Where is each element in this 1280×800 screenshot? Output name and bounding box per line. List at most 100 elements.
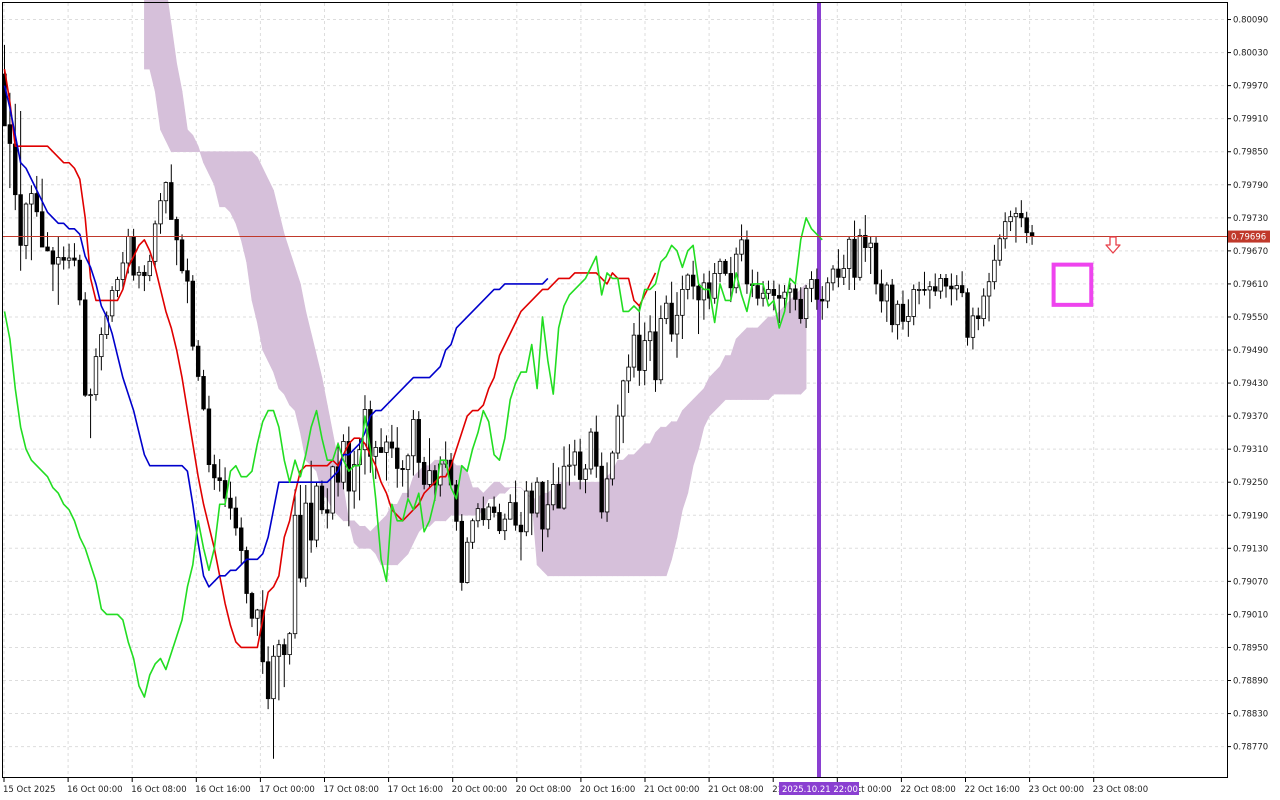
candle-bear	[900, 303, 906, 322]
marker-tag-label: 2025.10.21 22:00	[782, 785, 858, 795]
candle-bull	[927, 286, 933, 291]
candle-bull	[1013, 213, 1019, 218]
candle-bear	[206, 408, 212, 465]
x-tick-label: 22 Oct 00:00	[836, 785, 891, 795]
candle-bear	[77, 259, 83, 301]
candle-bear	[201, 376, 206, 410]
y-tick-label: 0.79190	[1233, 511, 1268, 521]
candle-bull	[29, 193, 34, 205]
candle-bull	[1008, 216, 1013, 223]
candle-bull	[647, 331, 653, 342]
candle-bear	[83, 299, 88, 396]
candle-bear	[949, 285, 954, 290]
candle-bear	[690, 274, 696, 287]
candle-bull	[508, 502, 513, 520]
candle-bull	[93, 356, 99, 396]
candle-bear	[577, 451, 583, 480]
price-axis[interactable]: 0.80090 0.80030 0.79970 0.79910 0.79850 0.797…	[1227, 16, 1268, 753]
candle-bull	[411, 419, 416, 457]
time-axis[interactable]: 15 Oct 2025 16 Oct 00:00 16 Oct 08:00 16 Oc…	[3, 778, 1148, 795]
candle-bull	[658, 318, 664, 381]
cloud-segment	[396, 493, 403, 566]
chikou-line	[3, 217, 823, 698]
x-tick-label: 21 Oct 08:00	[708, 785, 763, 795]
candle-bull	[330, 466, 335, 514]
cloud-segment	[649, 432, 656, 577]
cloud-segment	[235, 151, 242, 240]
candle-bear	[13, 143, 18, 196]
x-tick-label: 16 Oct 16:00	[195, 785, 250, 795]
candle-bull	[626, 366, 631, 382]
candle-bear	[922, 289, 927, 291]
cloud-segment	[300, 283, 307, 461]
candle-bull	[405, 455, 411, 470]
candle-bear	[798, 298, 803, 320]
cloud-segment	[725, 355, 732, 400]
candle-bull	[152, 223, 158, 262]
y-tick-label: 0.79970	[1233, 82, 1268, 92]
candle-bull	[997, 238, 1002, 261]
candle-bull	[524, 490, 529, 533]
candle-bull	[66, 257, 72, 261]
candle-bear	[653, 331, 658, 381]
candle-bear	[228, 497, 233, 509]
plot-border	[2, 2, 1228, 778]
candle-bull	[760, 292, 766, 299]
candle-bear	[421, 461, 427, 485]
down-arrow-icon	[1105, 236, 1121, 254]
x-tick-label: 20 Oct 08:00	[516, 785, 571, 795]
candle-bear	[459, 520, 464, 583]
cloud-segment	[144, 0, 151, 70]
cloud-segment	[219, 151, 226, 208]
cloud-segment	[574, 481, 581, 577]
candle-bull	[981, 295, 986, 320]
cloud-segment	[310, 333, 317, 472]
candle-bear	[518, 524, 524, 533]
y-tick-label: 0.80090	[1233, 16, 1268, 26]
candle-bear	[836, 268, 841, 278]
candle-bull	[572, 451, 577, 466]
candle-bull	[136, 271, 142, 276]
candle-bull	[351, 464, 357, 492]
candle-bear	[556, 484, 561, 509]
candle-bull	[88, 394, 93, 397]
cloud-segment	[359, 525, 366, 549]
marker-tag-bg	[779, 782, 859, 795]
candle-bull	[766, 289, 771, 294]
candle-bear	[249, 593, 255, 619]
candle-bull	[271, 655, 276, 700]
candle-bull	[685, 274, 690, 290]
price-tag-bg	[1228, 230, 1270, 243]
candle-bear	[454, 484, 459, 522]
cloud-segment	[278, 212, 285, 395]
candle-bull	[287, 633, 292, 656]
cloud-segment	[708, 371, 715, 417]
candle-bear	[195, 345, 201, 377]
cloud-segment	[660, 426, 667, 577]
candle-bull	[502, 518, 508, 532]
y-tick-label: 0.79250	[1233, 478, 1268, 488]
cloud-segment	[257, 157, 264, 351]
candle-bull	[868, 242, 873, 248]
cloud-segment	[504, 487, 511, 494]
candle-bear	[233, 507, 239, 529]
cloud-segment	[461, 464, 468, 516]
candle-bull	[992, 259, 997, 283]
candle-bear	[325, 509, 330, 514]
candle-bull	[534, 481, 540, 514]
cloud-segment	[757, 321, 764, 400]
cloud-segment	[622, 453, 629, 577]
candle-bull	[857, 235, 863, 278]
cloud-segment	[294, 267, 301, 433]
candle-bull	[109, 290, 115, 317]
cloud-segment	[569, 481, 576, 577]
candle-bear	[890, 284, 895, 326]
cloud-segment	[665, 420, 672, 576]
candle-bull	[583, 468, 588, 480]
x-tick-label: 22 Oct 16:00	[965, 785, 1020, 795]
candle-bear	[72, 257, 77, 261]
y-tick-label: 0.79310	[1233, 445, 1268, 455]
y-tick-label: 0.79130	[1233, 544, 1268, 554]
cloud-segment	[682, 404, 689, 510]
